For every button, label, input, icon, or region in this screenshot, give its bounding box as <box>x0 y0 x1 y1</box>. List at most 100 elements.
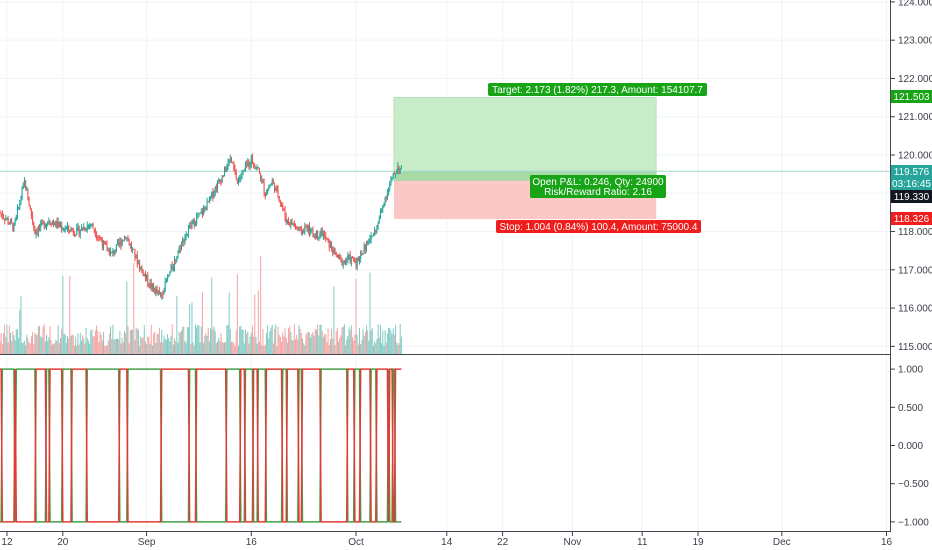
candle-body <box>4 218 6 221</box>
volume-bar <box>12 331 14 354</box>
candlestick-series[interactable] <box>0 153 402 300</box>
candle-body <box>1 213 3 217</box>
volume-bar <box>253 336 255 354</box>
candle-body <box>227 161 229 167</box>
candle-body <box>70 228 72 232</box>
candle-body <box>80 227 82 231</box>
candle-body <box>314 235 316 239</box>
volume-bar <box>168 337 170 354</box>
time-axis[interactable]: 12 20 Sep 16 Oct 14 22 Nov 11 19 Dec 16 <box>1 532 893 548</box>
volume-bar <box>94 330 96 354</box>
volume-bar <box>256 343 258 354</box>
current-price-badge-text: 119.576 <box>894 167 930 178</box>
volume-bar <box>150 324 152 354</box>
candle-body <box>251 156 253 163</box>
volume-bar <box>99 332 101 354</box>
candle-body <box>175 259 177 261</box>
position-zones[interactable] <box>393 97 657 220</box>
candle-body <box>274 182 276 191</box>
volume-bar <box>198 325 200 354</box>
volume-bar <box>164 339 166 354</box>
candle-body <box>226 166 228 172</box>
candle-body <box>71 228 73 231</box>
volume-bar <box>332 338 334 354</box>
candle-body <box>318 236 320 238</box>
candle-body <box>69 229 71 232</box>
candle-body <box>48 221 50 223</box>
volume-bar <box>298 324 300 354</box>
volume-bar <box>368 340 370 354</box>
volume-bar <box>80 340 82 354</box>
candle-body <box>153 284 155 289</box>
candle-body <box>392 173 394 178</box>
candle-body <box>136 254 138 265</box>
volume-bar <box>50 340 52 354</box>
volume-bar <box>53 343 55 354</box>
candle-body <box>157 291 159 293</box>
volume-bar <box>20 295 22 354</box>
volume-bar <box>379 324 381 354</box>
volume-bar <box>338 341 340 354</box>
candle-body <box>191 223 193 227</box>
candle-body <box>283 208 285 210</box>
volume-bar <box>306 332 308 354</box>
volume-bar <box>395 325 397 354</box>
candle-body <box>43 222 45 228</box>
volume-bar <box>73 345 75 354</box>
volume-bar <box>296 334 298 354</box>
candle-body <box>303 229 305 233</box>
candle-body <box>376 226 378 233</box>
candle-body <box>340 257 342 259</box>
volume-bar <box>142 337 144 354</box>
candle-body <box>146 274 148 278</box>
candle-body <box>99 237 101 239</box>
volume-bar <box>172 344 174 354</box>
volume-bar <box>367 330 369 354</box>
volume-bar <box>165 339 167 354</box>
volume-bar <box>224 342 226 354</box>
candle-body <box>129 244 131 246</box>
candle-body <box>100 238 102 242</box>
volume-bar <box>49 326 51 354</box>
volume-bar <box>26 335 28 354</box>
volume-bar <box>157 334 159 354</box>
candle-body <box>2 216 4 219</box>
candle-body <box>22 183 24 189</box>
target-zone[interactable] <box>393 97 657 181</box>
candle-body <box>279 200 281 203</box>
volume-bar <box>381 343 383 354</box>
volume-bar <box>70 335 72 354</box>
volume-bar <box>33 344 35 354</box>
volume-bar <box>184 340 186 354</box>
price-tick-label: 120.000 <box>898 150 932 161</box>
indicator-axis[interactable]: 1.000 0.500 0.000 −0.500 −1.000 <box>890 365 929 529</box>
candle-body <box>269 185 271 188</box>
volume-bar <box>123 330 125 354</box>
candle-body <box>110 251 112 256</box>
candle-body <box>0 212 2 214</box>
volume-bar <box>297 339 299 354</box>
candle-body <box>79 230 81 235</box>
candle-body <box>77 226 79 228</box>
candle-body <box>250 156 252 165</box>
volume-bar <box>32 331 34 354</box>
time-tick-label: 20 <box>57 537 69 548</box>
volume-bar <box>103 332 105 354</box>
candle-body <box>278 196 280 201</box>
target-label: Target: 2.173 (1.82%) 217.3, Amount: 154… <box>488 83 707 96</box>
volume-bar <box>139 345 141 354</box>
volume-bar <box>234 345 236 354</box>
candle-body <box>176 257 178 261</box>
candle-body <box>118 242 120 245</box>
candle-body <box>288 219 290 223</box>
price-tick-label: 123.000 <box>898 36 932 47</box>
candle-body <box>214 187 216 193</box>
volume-bar <box>11 341 13 354</box>
indicator-pane[interactable] <box>0 368 402 523</box>
candle-body <box>205 208 207 211</box>
volume-bar <box>113 339 115 354</box>
candle-body <box>9 220 11 224</box>
candle-body <box>393 173 395 175</box>
volume-bar <box>134 339 136 354</box>
